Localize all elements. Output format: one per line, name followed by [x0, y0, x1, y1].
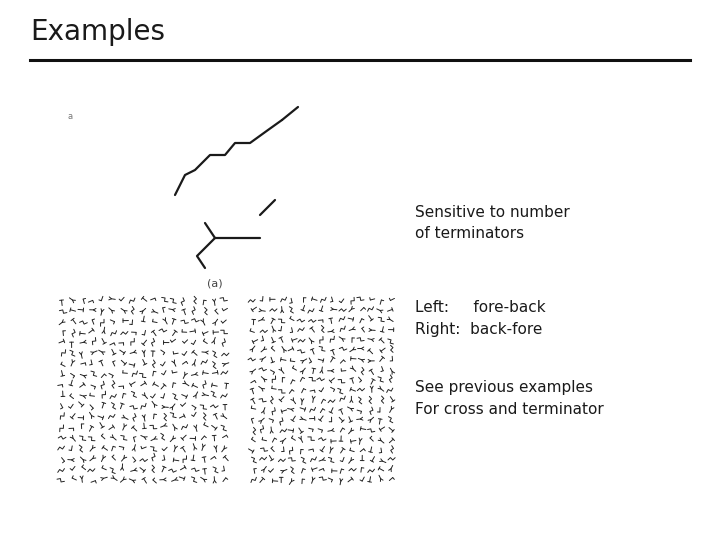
- Text: See previous examples: See previous examples: [415, 380, 593, 395]
- Text: (a): (a): [207, 278, 222, 288]
- Text: Right:  back-fore: Right: back-fore: [415, 322, 542, 337]
- Text: a: a: [68, 112, 73, 121]
- Text: Sensitive to number
of terminators: Sensitive to number of terminators: [415, 205, 570, 241]
- Text: Left:     fore-back: Left: fore-back: [415, 300, 546, 315]
- Text: For cross and terminator: For cross and terminator: [415, 402, 604, 417]
- Text: Examples: Examples: [30, 18, 165, 46]
